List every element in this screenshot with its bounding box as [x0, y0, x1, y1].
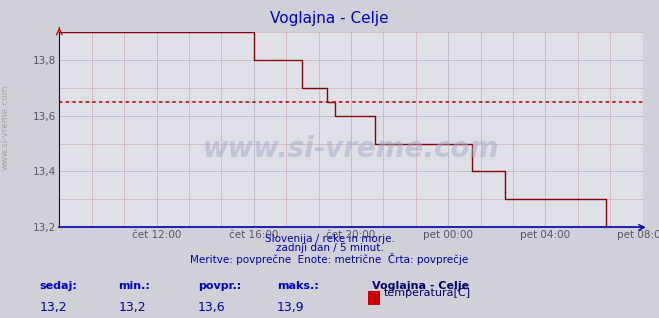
Text: zadnji dan / 5 minut.: zadnji dan / 5 minut.	[275, 243, 384, 253]
Text: min.:: min.:	[119, 281, 150, 291]
Text: maks.:: maks.:	[277, 281, 318, 291]
Text: Voglajna - Celje: Voglajna - Celje	[270, 11, 389, 26]
Text: Slovenija / reke in morje.: Slovenija / reke in morje.	[264, 234, 395, 244]
Text: Voglajna - Celje: Voglajna - Celje	[372, 281, 469, 291]
Text: 13,2: 13,2	[40, 301, 67, 314]
Text: povpr.:: povpr.:	[198, 281, 241, 291]
Text: 13,6: 13,6	[198, 301, 225, 314]
Text: www.si-vreme.com: www.si-vreme.com	[203, 135, 499, 163]
Text: www.si-vreme.com: www.si-vreme.com	[1, 85, 10, 170]
Text: 13,9: 13,9	[277, 301, 304, 314]
Text: Meritve: povprečne  Enote: metrične  Črta: povprečje: Meritve: povprečne Enote: metrične Črta:…	[190, 253, 469, 265]
Text: 13,2: 13,2	[119, 301, 146, 314]
Text: temperatura[C]: temperatura[C]	[384, 288, 471, 298]
Text: sedaj:: sedaj:	[40, 281, 77, 291]
